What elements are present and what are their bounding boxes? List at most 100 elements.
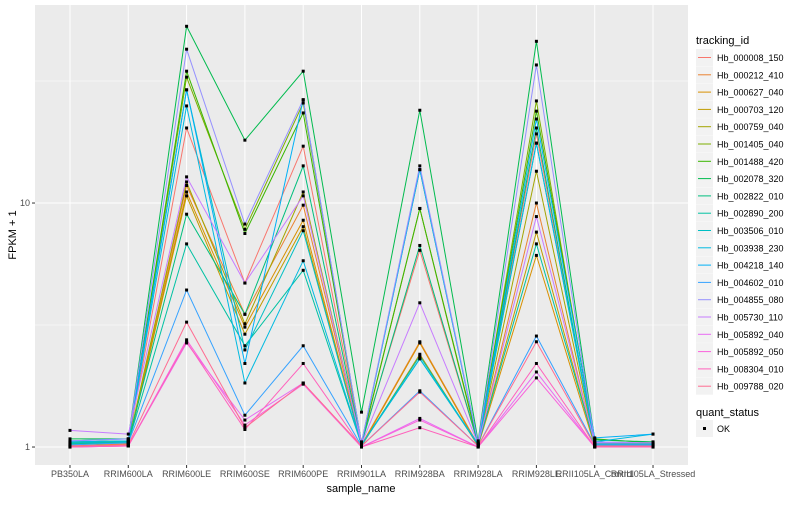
data-point [593,438,597,442]
legend-label: Hb_000759_040 [717,122,784,132]
legend: tracking_id Hb_000008_150 Hb_000212_410 Hb… [696,35,784,437]
data-point [185,320,189,324]
data-point [301,101,305,105]
y-axis: 1 10 [20,198,35,452]
legend-label: Hb_000212_410 [717,70,784,80]
data-point [243,232,247,236]
data-point [243,312,247,316]
data-point [418,354,422,358]
data-point [185,126,189,130]
shape-legend-title: quant_status [696,407,759,419]
x-tick-label: RRIM600SE [220,469,270,479]
data-point [418,418,422,422]
data-point [301,203,305,207]
data-point [418,426,422,430]
data-point [534,370,538,374]
data-point [185,183,189,187]
data-point [534,169,538,173]
data-point [418,341,422,345]
data-point [243,138,247,142]
data-point [243,332,247,336]
data-point [301,268,305,272]
legend-label: Hb_004855_080 [717,295,784,305]
legend-label: Hb_001488_420 [717,157,784,167]
data-point [593,441,597,445]
data-point [243,222,247,226]
x-axis-title: sample_name [326,483,395,495]
data-point [534,63,538,67]
data-point [534,117,538,121]
legend-label: Hb_001405_040 [717,140,784,150]
data-point [534,39,538,43]
data-point [126,441,130,445]
data-point [418,357,422,361]
legend-label: Hb_000008_150 [717,53,784,63]
data-point [185,242,189,246]
data-point [534,376,538,380]
data-point [243,381,247,385]
data-point [301,69,305,73]
legend-label: Hb_008304_010 [717,364,784,374]
data-point [418,390,422,394]
legend-label: Hb_005892_040 [717,330,784,340]
data-point [301,144,305,148]
data-point [651,444,655,448]
data-point [476,439,480,443]
data-point [185,180,189,184]
data-point [243,423,247,427]
x-tick-label: PB350LA [51,469,89,479]
data-point [243,322,247,326]
data-point [360,444,363,448]
data-point [301,361,305,365]
y-axis-title: FPKM + 1 [7,210,19,259]
data-point [534,340,538,344]
data-point [185,190,189,194]
data-point [418,301,422,305]
legend-label: Hb_005892_050 [717,347,784,357]
data-point [418,108,422,112]
data-point [243,418,247,422]
legend-label: Hb_000627_040 [717,88,784,98]
data-point [301,259,305,263]
data-point [301,194,305,198]
data-point [243,427,247,431]
data-point [534,132,538,136]
data-point [185,340,189,344]
data-point [185,194,189,198]
legend-label: Hb_009788_020 [717,382,784,392]
data-point [185,69,189,73]
square-point-icon [703,427,706,430]
data-point [418,243,422,247]
data-point [534,230,538,234]
legend-label: Hb_003938_230 [717,243,784,253]
data-point [243,344,247,348]
data-point [651,441,655,445]
data-point [301,98,305,102]
legend-label: Hb_002890_200 [717,209,784,219]
data-point [243,361,247,365]
legend-label: Hb_004218_140 [717,261,784,271]
data-point [593,444,597,448]
data-point [301,229,305,233]
y-tick-label: 1 [25,442,30,452]
data-point [301,190,305,194]
data-point [185,338,189,342]
data-point [243,325,247,329]
data-point [185,212,189,216]
legend-label: Hb_004602_010 [717,278,784,288]
data-point [418,206,422,210]
data-point [126,443,130,447]
data-point [476,444,480,448]
legend-title: tracking_id [696,35,749,47]
legend-label: Hb_003506_010 [717,226,784,236]
data-point [534,334,538,338]
x-axis: PB350LA RRIM600LA RRIM600LE RRIM600SE RRIM60… [51,465,695,479]
data-point [418,248,422,252]
data-point [185,175,189,179]
x-tick-label: RRII105LA_Stressed [611,469,696,479]
data-point [534,253,538,257]
data-point [534,109,538,113]
data-point [418,168,422,172]
data-point [301,218,305,222]
